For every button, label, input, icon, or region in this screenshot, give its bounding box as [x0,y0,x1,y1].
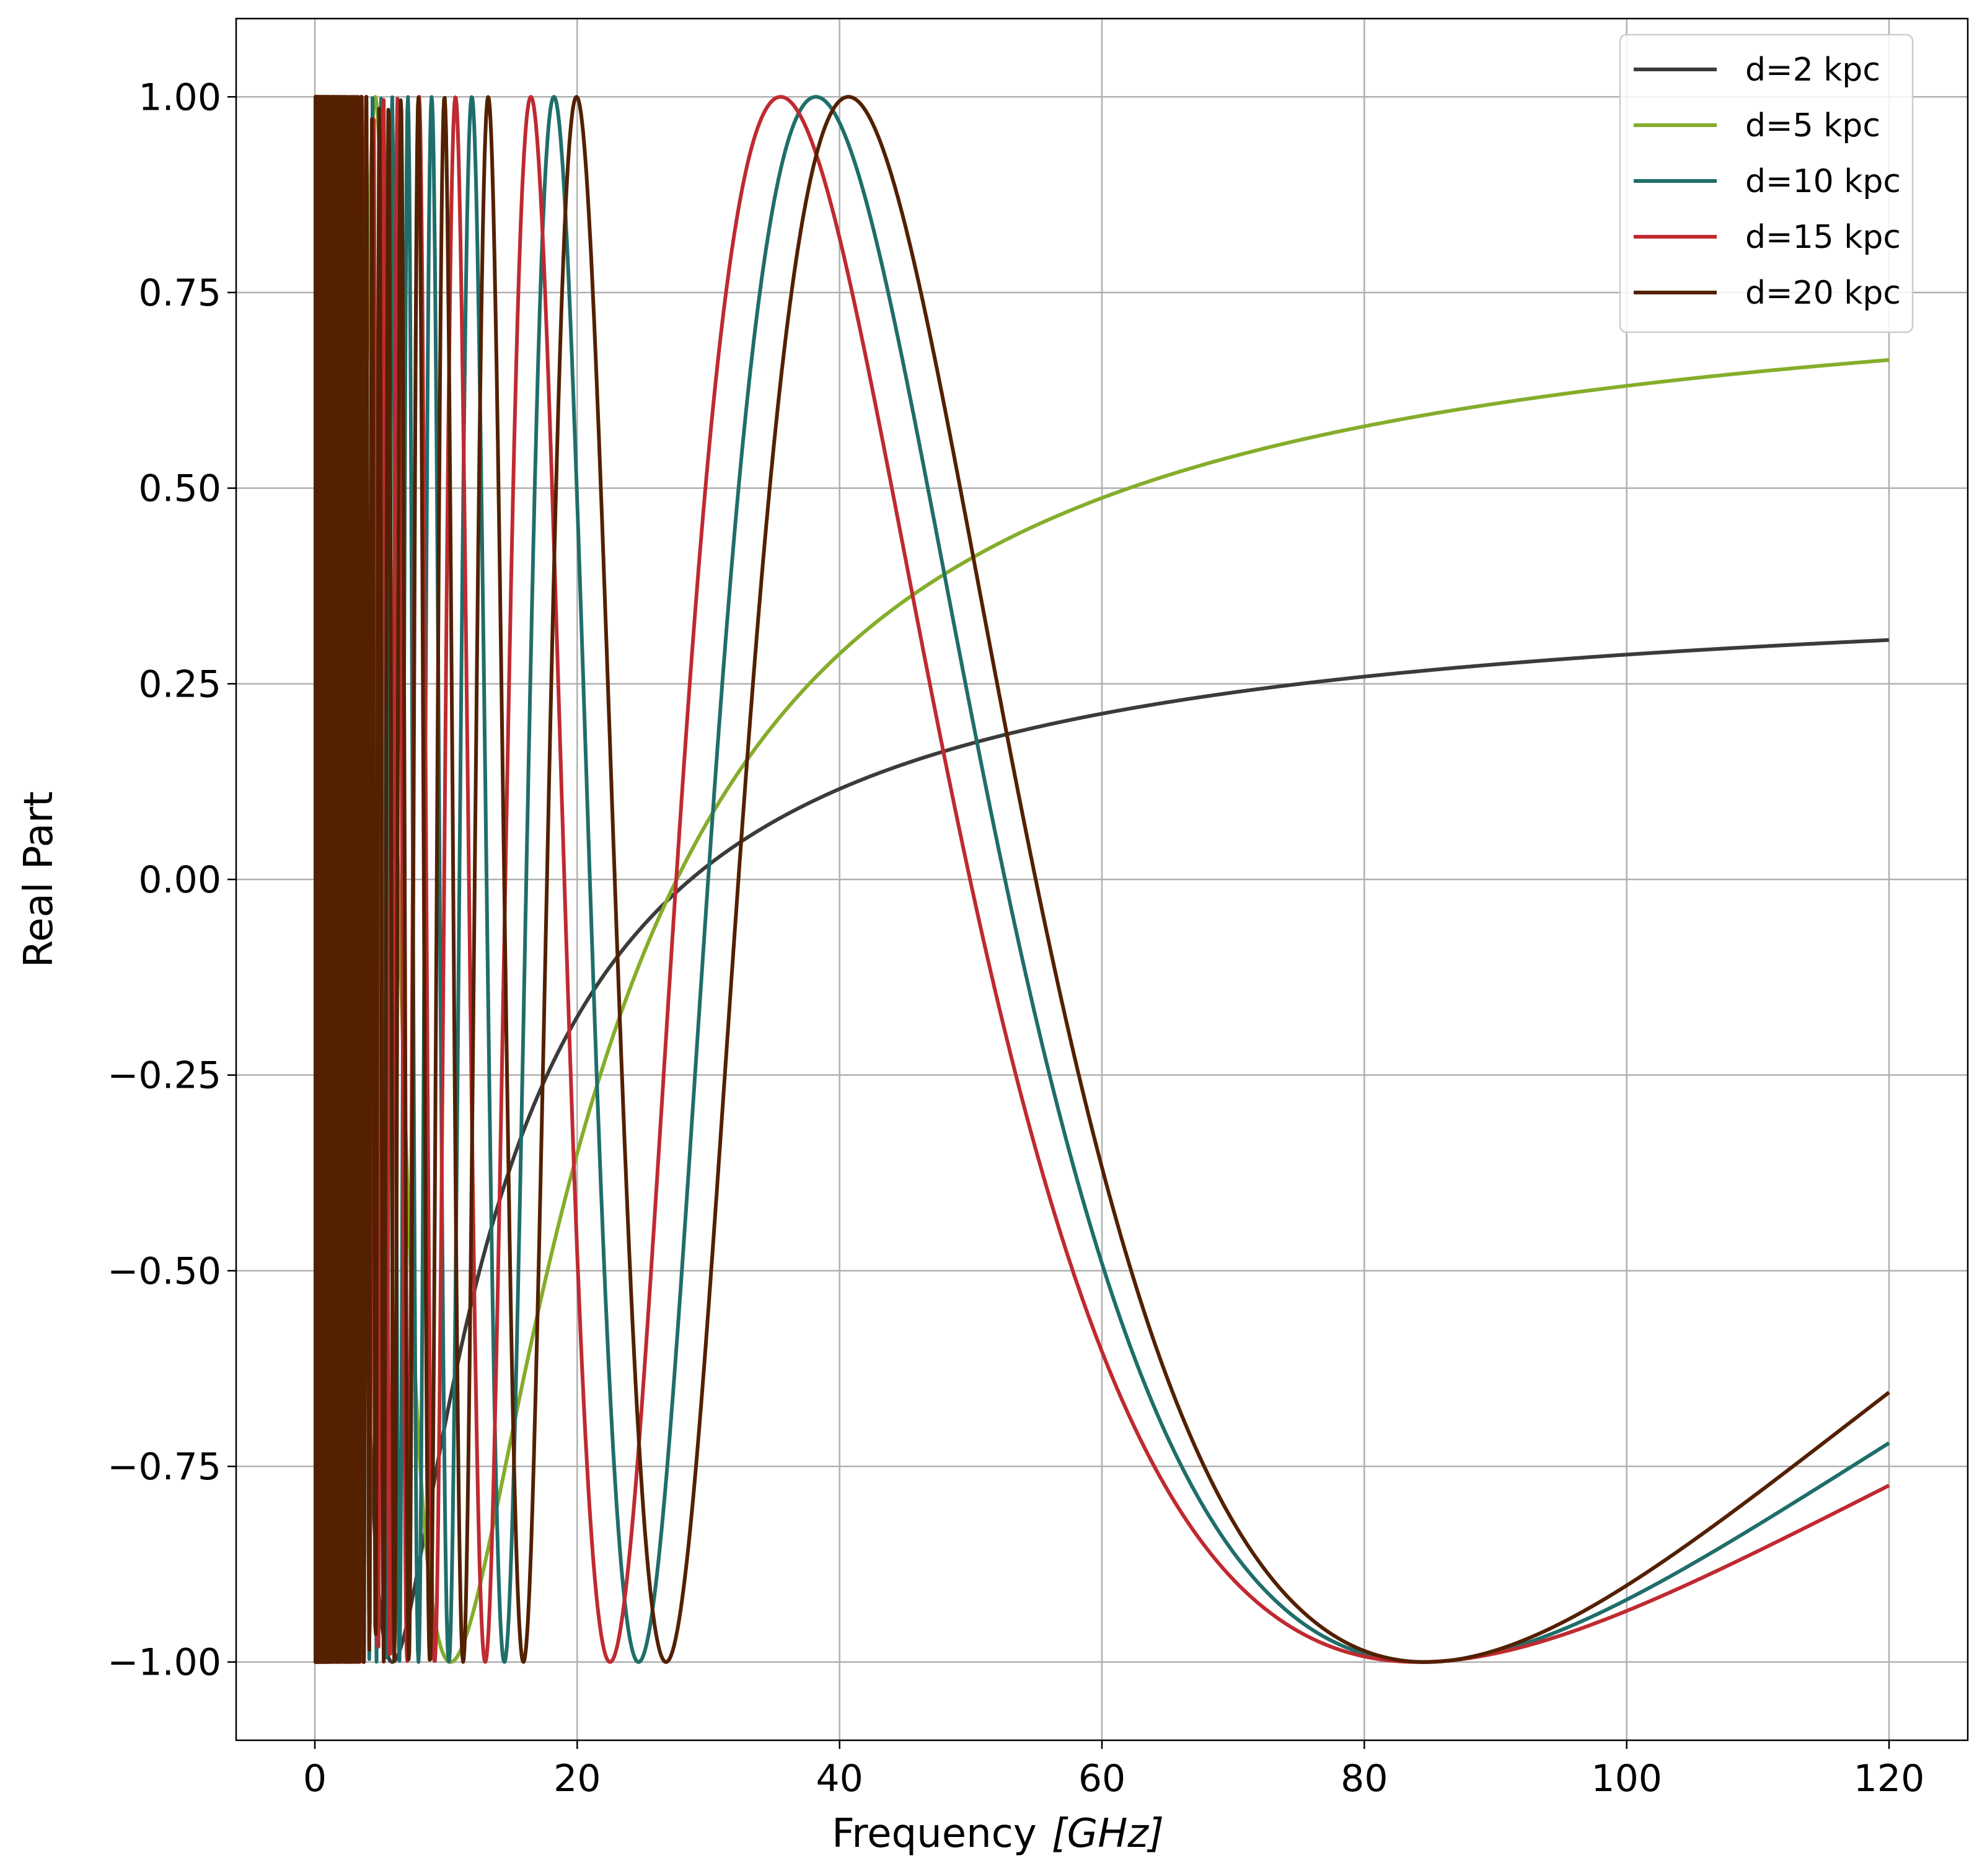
y-tick-label: 1.00 [138,76,221,119]
y-tick-label: −0.25 [107,1054,221,1098]
legend: d=2 kpc d=5 kpc d=10 kpc d=15 kpc d=20 kpc [1619,33,1914,333]
y-tick-label: 0.25 [138,663,221,706]
x-tick-label: 0 [303,1757,327,1800]
y-axis-title: Real Part [16,791,62,968]
series-lines [314,95,1890,1664]
y-tick-label: 0.75 [138,271,221,315]
x-tick-label: 20 [553,1757,601,1800]
y-tick-label: −0.50 [107,1249,221,1293]
y-tick-label: −1.00 [107,1641,221,1684]
grid-lines [236,19,1968,1740]
tick-marks [227,96,1890,1749]
x-tick-label: 120 [1854,1757,1925,1800]
x-tick-label: 80 [1341,1757,1388,1800]
y-tick-label: 0.00 [138,858,221,902]
x-axis-title: Frequency [GHz] [832,1811,1164,1857]
legend-label-2: d=5 kpc [1745,107,1880,144]
legend-label-1: d=2 kpc [1745,51,1880,89]
legend-label-5: d=20 kpc [1745,275,1901,312]
legend-label-3: d=10 kpc [1745,163,1901,200]
legend-box [1619,33,1914,333]
y-tick-label: 0.50 [138,467,221,511]
series-line-5 [314,95,1890,1664]
x-tick-label: 40 [816,1757,863,1800]
y-tick-label: −0.75 [107,1445,221,1489]
x-tick-label: 100 [1591,1757,1662,1800]
tick-labels: 0 20 40 60 80 100 120 1.00 0.75 0.50 0.25 0.00 −0.25… [107,76,1924,1800]
legend-label-4: d=15 kpc [1745,219,1901,256]
x-tick-label: 60 [1078,1757,1125,1800]
